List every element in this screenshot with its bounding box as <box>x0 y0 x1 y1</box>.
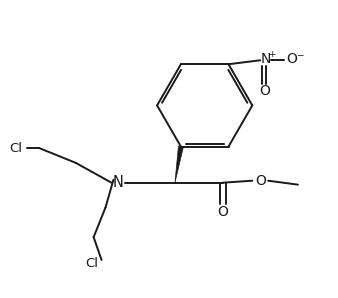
Text: Cl: Cl <box>86 257 99 270</box>
Text: O: O <box>255 174 266 188</box>
Polygon shape <box>175 146 183 183</box>
Text: N: N <box>113 175 124 190</box>
Text: N: N <box>261 52 271 66</box>
Text: O: O <box>217 205 228 219</box>
Text: O: O <box>259 84 270 98</box>
Text: Cl: Cl <box>9 142 22 154</box>
Text: +: + <box>268 50 276 59</box>
Text: O: O <box>287 52 297 66</box>
Text: −: − <box>296 50 304 59</box>
